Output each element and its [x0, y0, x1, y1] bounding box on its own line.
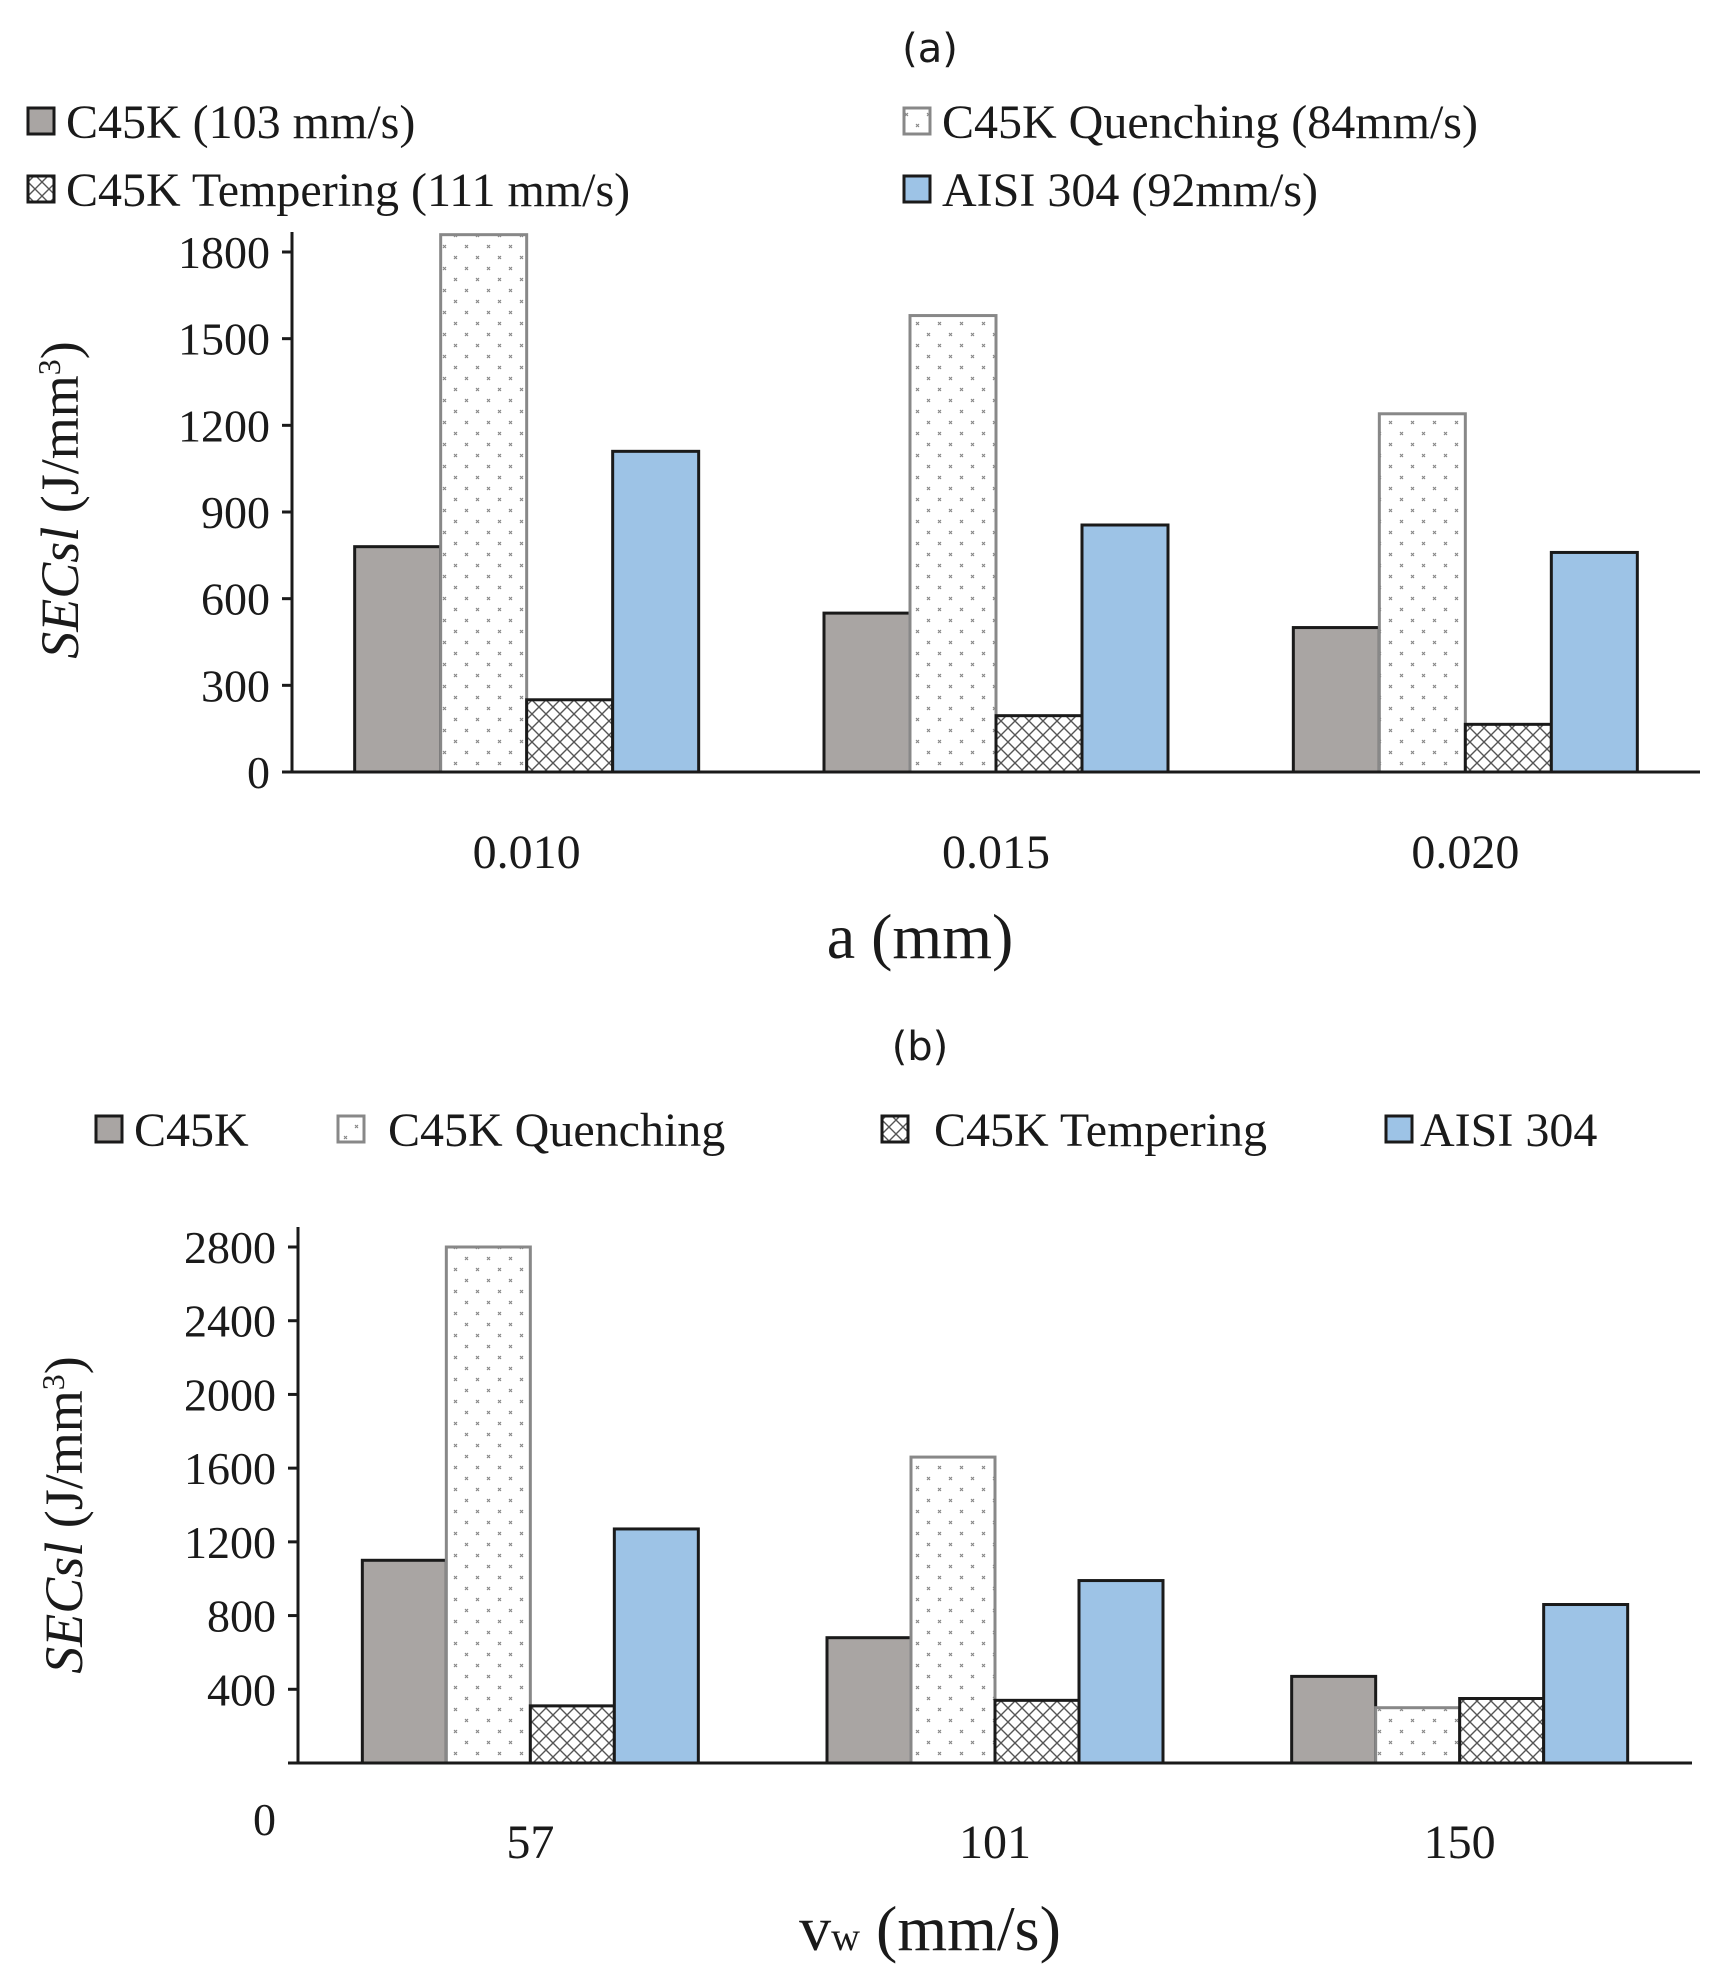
bar-b-quenching-1 — [909, 1455, 997, 1765]
legend-a-item-c45k: C45K (103 mm/s) — [26, 96, 415, 149]
legend-a-item-tempering: C45K Tempering (111 mm/s) — [26, 164, 630, 217]
panel-a: (a) C45K (103 mm/s) C45K Quenching (84mm… — [26, 26, 1700, 972]
y-axis-title-a-sup: 3 — [31, 359, 67, 375]
y-axis-label-b: SECsl (J/mm3) — [34, 1356, 94, 1674]
legend-b-swatch-quenching — [336, 1114, 366, 1144]
plot-area-b: 0 400 800 1200 1600 2000 2400 2800 57 101 150 — [184, 1222, 1692, 1869]
legend-b-item-tempering: C45K Tempering — [880, 1104, 1267, 1157]
y-tick-label-a: 0 — [247, 747, 270, 798]
x-tick-label-b: 101 — [959, 1816, 1031, 1869]
y-tick-label-a: 600 — [201, 574, 270, 625]
legend-a-swatch-aisi — [902, 174, 932, 204]
y-tick-label-b: 400 — [207, 1664, 276, 1715]
legend-b-item-aisi: AISI 304 — [1384, 1104, 1597, 1157]
x-axis-title-b: vw (mm/s) — [799, 1893, 1061, 1964]
legend-b-swatch-aisi — [1384, 1114, 1414, 1144]
y-axis-label-a: SECsl (J/mm3) — [30, 341, 90, 659]
y-tick-label-b: 2400 — [184, 1296, 276, 1347]
bar-b-aisi-0 — [612, 1527, 700, 1765]
bar-a-tempering-1 — [994, 714, 1084, 774]
y-tick-label-a: 1200 — [178, 400, 270, 451]
legend-a-swatch-quenching — [902, 106, 932, 136]
legend-b-label-tempering: C45K Tempering — [934, 1104, 1267, 1157]
y-axis-title-b: SECsl (J/mm3) — [34, 1356, 94, 1674]
y-axis-title-b-var: SECsl — [34, 1542, 94, 1674]
legend-b-label-quenching: C45K Quenching — [388, 1104, 725, 1157]
y-tick-label-b: 0 — [253, 1794, 276, 1845]
bar-b-c45k-2 — [1290, 1674, 1378, 1765]
legend-b-swatch-c45k — [94, 1114, 124, 1144]
bar-a-aisi-2 — [1549, 550, 1639, 774]
panel-b: (b) C45K C45K Quenching C45K Tempering A… — [34, 1024, 1692, 1964]
bar-b-c45k-1 — [825, 1636, 913, 1765]
bar-a-quenching-1 — [908, 314, 998, 774]
panel-b-label: (b) — [892, 1024, 949, 1070]
legend-b-item-c45k: C45K — [94, 1104, 249, 1157]
legend-a-label-tempering: C45K Tempering (111 mm/s) — [66, 164, 630, 217]
bar-b-tempering-2 — [1458, 1697, 1546, 1765]
legend-a-swatch-tempering — [26, 174, 56, 204]
x-axis-title-b-rest: (mm/s) — [860, 1893, 1061, 1964]
bar-a-aisi-0 — [611, 449, 701, 774]
bar-a-quenching-2 — [1377, 412, 1467, 774]
x-tick-label-a: 0.020 — [1411, 826, 1519, 879]
y-tick-label-b: 1600 — [184, 1443, 276, 1494]
y-tick-label-b: 2000 — [184, 1369, 276, 1420]
bar-b-aisi-1 — [1077, 1579, 1165, 1765]
legend-b-label-c45k: C45K — [134, 1104, 249, 1157]
y-axis-title-a-unit: (J/mm — [30, 375, 90, 527]
y-tick-label-b: 2800 — [184, 1222, 276, 1273]
x-tick-label-b: 57 — [506, 1816, 554, 1869]
bar-b-quenching-0 — [444, 1245, 532, 1765]
bar-b-quenching-2 — [1374, 1706, 1462, 1765]
x-tick-label-a: 0.015 — [942, 826, 1050, 879]
bar-a-c45k-0 — [353, 545, 443, 774]
legend-b: C45K C45K Quenching C45K Tempering AISI … — [94, 1104, 1597, 1157]
panel-a-label: (a) — [902, 26, 958, 72]
bar-b-aisi-2 — [1542, 1603, 1630, 1765]
bar-b-tempering-1 — [993, 1698, 1081, 1765]
bar-a-c45k-2 — [1291, 626, 1381, 774]
legend-a-label-quenching: C45K Quenching (84mm/s) — [942, 96, 1478, 149]
bar-a-c45k-1 — [822, 611, 912, 774]
plot-area-a: 0 300 600 900 1200 1500 1800 0.010 0.015 0.020 — [178, 227, 1700, 879]
y-tick-label-a: 900 — [201, 487, 270, 538]
legend-a-item-quenching: C45K Quenching (84mm/s) — [902, 96, 1478, 149]
y-axis-title-b-close: ) — [34, 1356, 94, 1374]
y-axis-title-b-unit: (J/mm — [34, 1390, 94, 1542]
bar-b-tempering-0 — [528, 1704, 616, 1765]
legend-a-swatch-c45k — [26, 106, 56, 136]
y-tick-label-a: 1500 — [178, 314, 270, 365]
legend-a-label-c45k: C45K (103 mm/s) — [66, 96, 415, 149]
x-tick-label-a: 0.010 — [473, 826, 581, 879]
legend-b-swatch-tempering — [880, 1114, 910, 1144]
y-tick-label-a: 300 — [201, 660, 270, 711]
bar-a-aisi-1 — [1080, 523, 1170, 774]
y-axis-title-a: SECsl (J/mm3) — [30, 341, 90, 659]
y-tick-label-b: 800 — [207, 1591, 276, 1642]
bar-b-c45k-0 — [360, 1558, 448, 1765]
y-tick-label-b: 1200 — [184, 1517, 276, 1568]
bar-a-tempering-2 — [1463, 722, 1553, 774]
x-axis-title-a: a (mm) — [827, 901, 1014, 972]
bar-a-tempering-0 — [525, 698, 615, 774]
y-axis-title-b-sup: 3 — [35, 1374, 71, 1390]
y-axis-title-a-close: ) — [30, 341, 90, 359]
legend-b-item-quenching: C45K Quenching — [336, 1104, 725, 1157]
legend-a-label-aisi: AISI 304 (92mm/s) — [942, 164, 1318, 217]
y-axis-title-a-var: SECsl — [30, 527, 90, 659]
x-axis-title-b-main: v — [799, 1893, 831, 1964]
legend-b-label-aisi: AISI 304 — [1420, 1104, 1597, 1157]
bar-a-quenching-0 — [439, 233, 529, 774]
x-axis-title-b-sub: w — [831, 1914, 860, 1959]
legend-a-item-aisi: AISI 304 (92mm/s) — [902, 164, 1318, 217]
y-tick-label-a: 1800 — [178, 227, 270, 278]
legend-a: C45K (103 mm/s) C45K Quenching (84mm/s) … — [26, 96, 1478, 217]
x-tick-label-b: 150 — [1424, 1816, 1496, 1869]
